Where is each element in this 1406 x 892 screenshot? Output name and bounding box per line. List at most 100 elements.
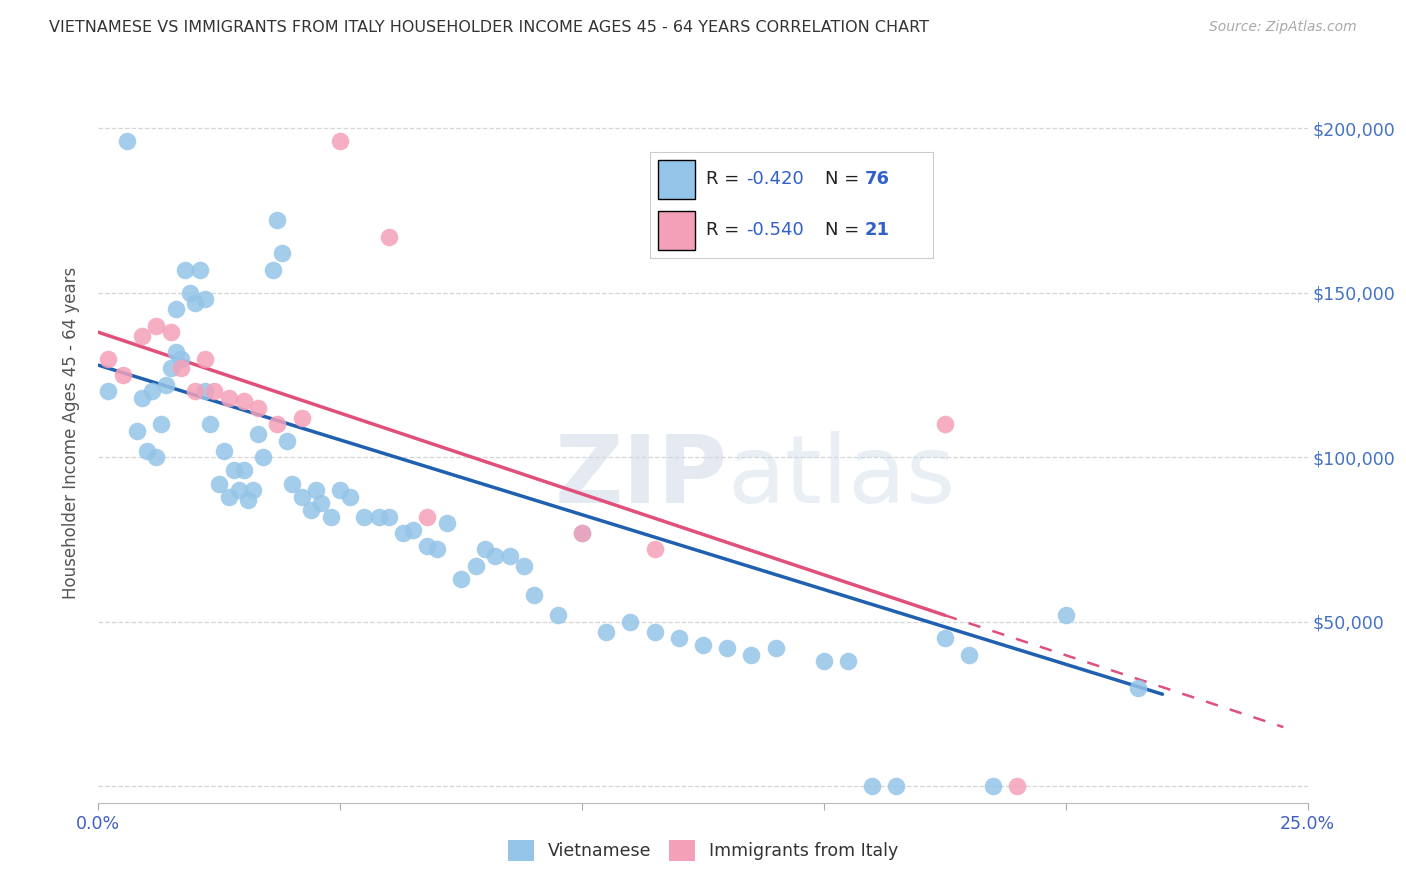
Point xyxy=(523,589,546,603)
Point xyxy=(111,368,134,382)
Point xyxy=(160,361,183,376)
Point xyxy=(281,476,304,491)
Point xyxy=(329,483,352,498)
Point xyxy=(668,632,690,646)
Point xyxy=(266,417,288,432)
Point xyxy=(194,351,217,366)
Point xyxy=(716,641,738,656)
Point xyxy=(222,463,245,477)
Point xyxy=(886,780,908,794)
Point xyxy=(194,384,217,399)
Point xyxy=(644,624,666,639)
Point xyxy=(204,384,226,399)
Point xyxy=(981,780,1004,794)
Point xyxy=(184,384,207,399)
Point xyxy=(141,384,163,399)
Point xyxy=(474,542,496,557)
Text: 21: 21 xyxy=(865,221,890,239)
Point xyxy=(242,483,264,498)
Point xyxy=(464,558,486,573)
Point xyxy=(252,450,274,465)
Point xyxy=(135,443,157,458)
Point xyxy=(1007,780,1029,794)
Point xyxy=(276,434,298,448)
Point xyxy=(860,780,883,794)
Point xyxy=(353,509,375,524)
Point xyxy=(232,463,254,477)
Point xyxy=(150,417,173,432)
Point xyxy=(218,490,240,504)
Text: R =: R = xyxy=(706,221,745,239)
Point xyxy=(339,490,361,504)
Point xyxy=(377,509,399,524)
Point xyxy=(305,483,328,498)
Point xyxy=(238,493,260,508)
Text: ZIP: ZIP xyxy=(554,431,727,523)
Point xyxy=(184,295,207,310)
Y-axis label: Householder Income Ages 45 - 64 years: Householder Income Ages 45 - 64 years xyxy=(62,267,80,599)
Point xyxy=(934,632,956,646)
Point xyxy=(450,572,472,586)
Point xyxy=(290,490,312,504)
Point xyxy=(97,351,120,366)
Point xyxy=(740,648,762,662)
Point xyxy=(319,509,342,524)
Point xyxy=(131,391,153,405)
Point xyxy=(208,476,231,491)
Point xyxy=(299,503,322,517)
Point xyxy=(127,424,149,438)
Text: R =: R = xyxy=(706,169,745,188)
Text: N =: N = xyxy=(825,169,866,188)
Point xyxy=(179,285,201,300)
Point xyxy=(377,230,399,244)
Point xyxy=(416,509,439,524)
Point xyxy=(262,262,284,277)
Point xyxy=(309,496,332,510)
Point xyxy=(934,417,956,432)
FancyBboxPatch shape xyxy=(658,161,695,199)
Point xyxy=(218,391,240,405)
Text: -0.540: -0.540 xyxy=(747,221,804,239)
Point xyxy=(957,648,980,662)
Point xyxy=(155,378,177,392)
Point xyxy=(837,654,859,668)
Point xyxy=(1128,681,1150,695)
Point xyxy=(169,351,191,366)
Point xyxy=(145,318,167,333)
Point xyxy=(513,558,536,573)
Point xyxy=(1054,608,1077,623)
Text: VIETNAMESE VS IMMIGRANTS FROM ITALY HOUSEHOLDER INCOME AGES 45 - 64 YEARS CORREL: VIETNAMESE VS IMMIGRANTS FROM ITALY HOUS… xyxy=(49,20,929,35)
Point xyxy=(416,539,439,553)
Point xyxy=(247,427,270,442)
Point xyxy=(117,135,139,149)
Point xyxy=(426,542,449,557)
Text: 76: 76 xyxy=(865,169,890,188)
Point xyxy=(228,483,250,498)
Point xyxy=(329,135,352,149)
Point xyxy=(436,516,458,530)
Point xyxy=(571,526,593,541)
Point xyxy=(571,526,593,541)
Point xyxy=(813,654,835,668)
Point xyxy=(692,638,714,652)
Legend: Vietnamese, Immigrants from Italy: Vietnamese, Immigrants from Italy xyxy=(501,833,905,868)
Point xyxy=(619,615,641,629)
Point xyxy=(547,608,569,623)
Point xyxy=(368,509,391,524)
Point xyxy=(198,417,221,432)
Text: -0.420: -0.420 xyxy=(747,169,804,188)
Point xyxy=(765,641,787,656)
Point xyxy=(188,262,211,277)
Point xyxy=(212,443,235,458)
Point xyxy=(145,450,167,465)
FancyBboxPatch shape xyxy=(658,211,695,250)
Point xyxy=(266,213,288,227)
Point xyxy=(174,262,197,277)
Text: N =: N = xyxy=(825,221,866,239)
Point xyxy=(271,246,294,260)
Point xyxy=(131,328,153,343)
Text: atlas: atlas xyxy=(727,431,956,523)
Point xyxy=(97,384,120,399)
Point xyxy=(169,361,191,376)
Point xyxy=(595,624,617,639)
